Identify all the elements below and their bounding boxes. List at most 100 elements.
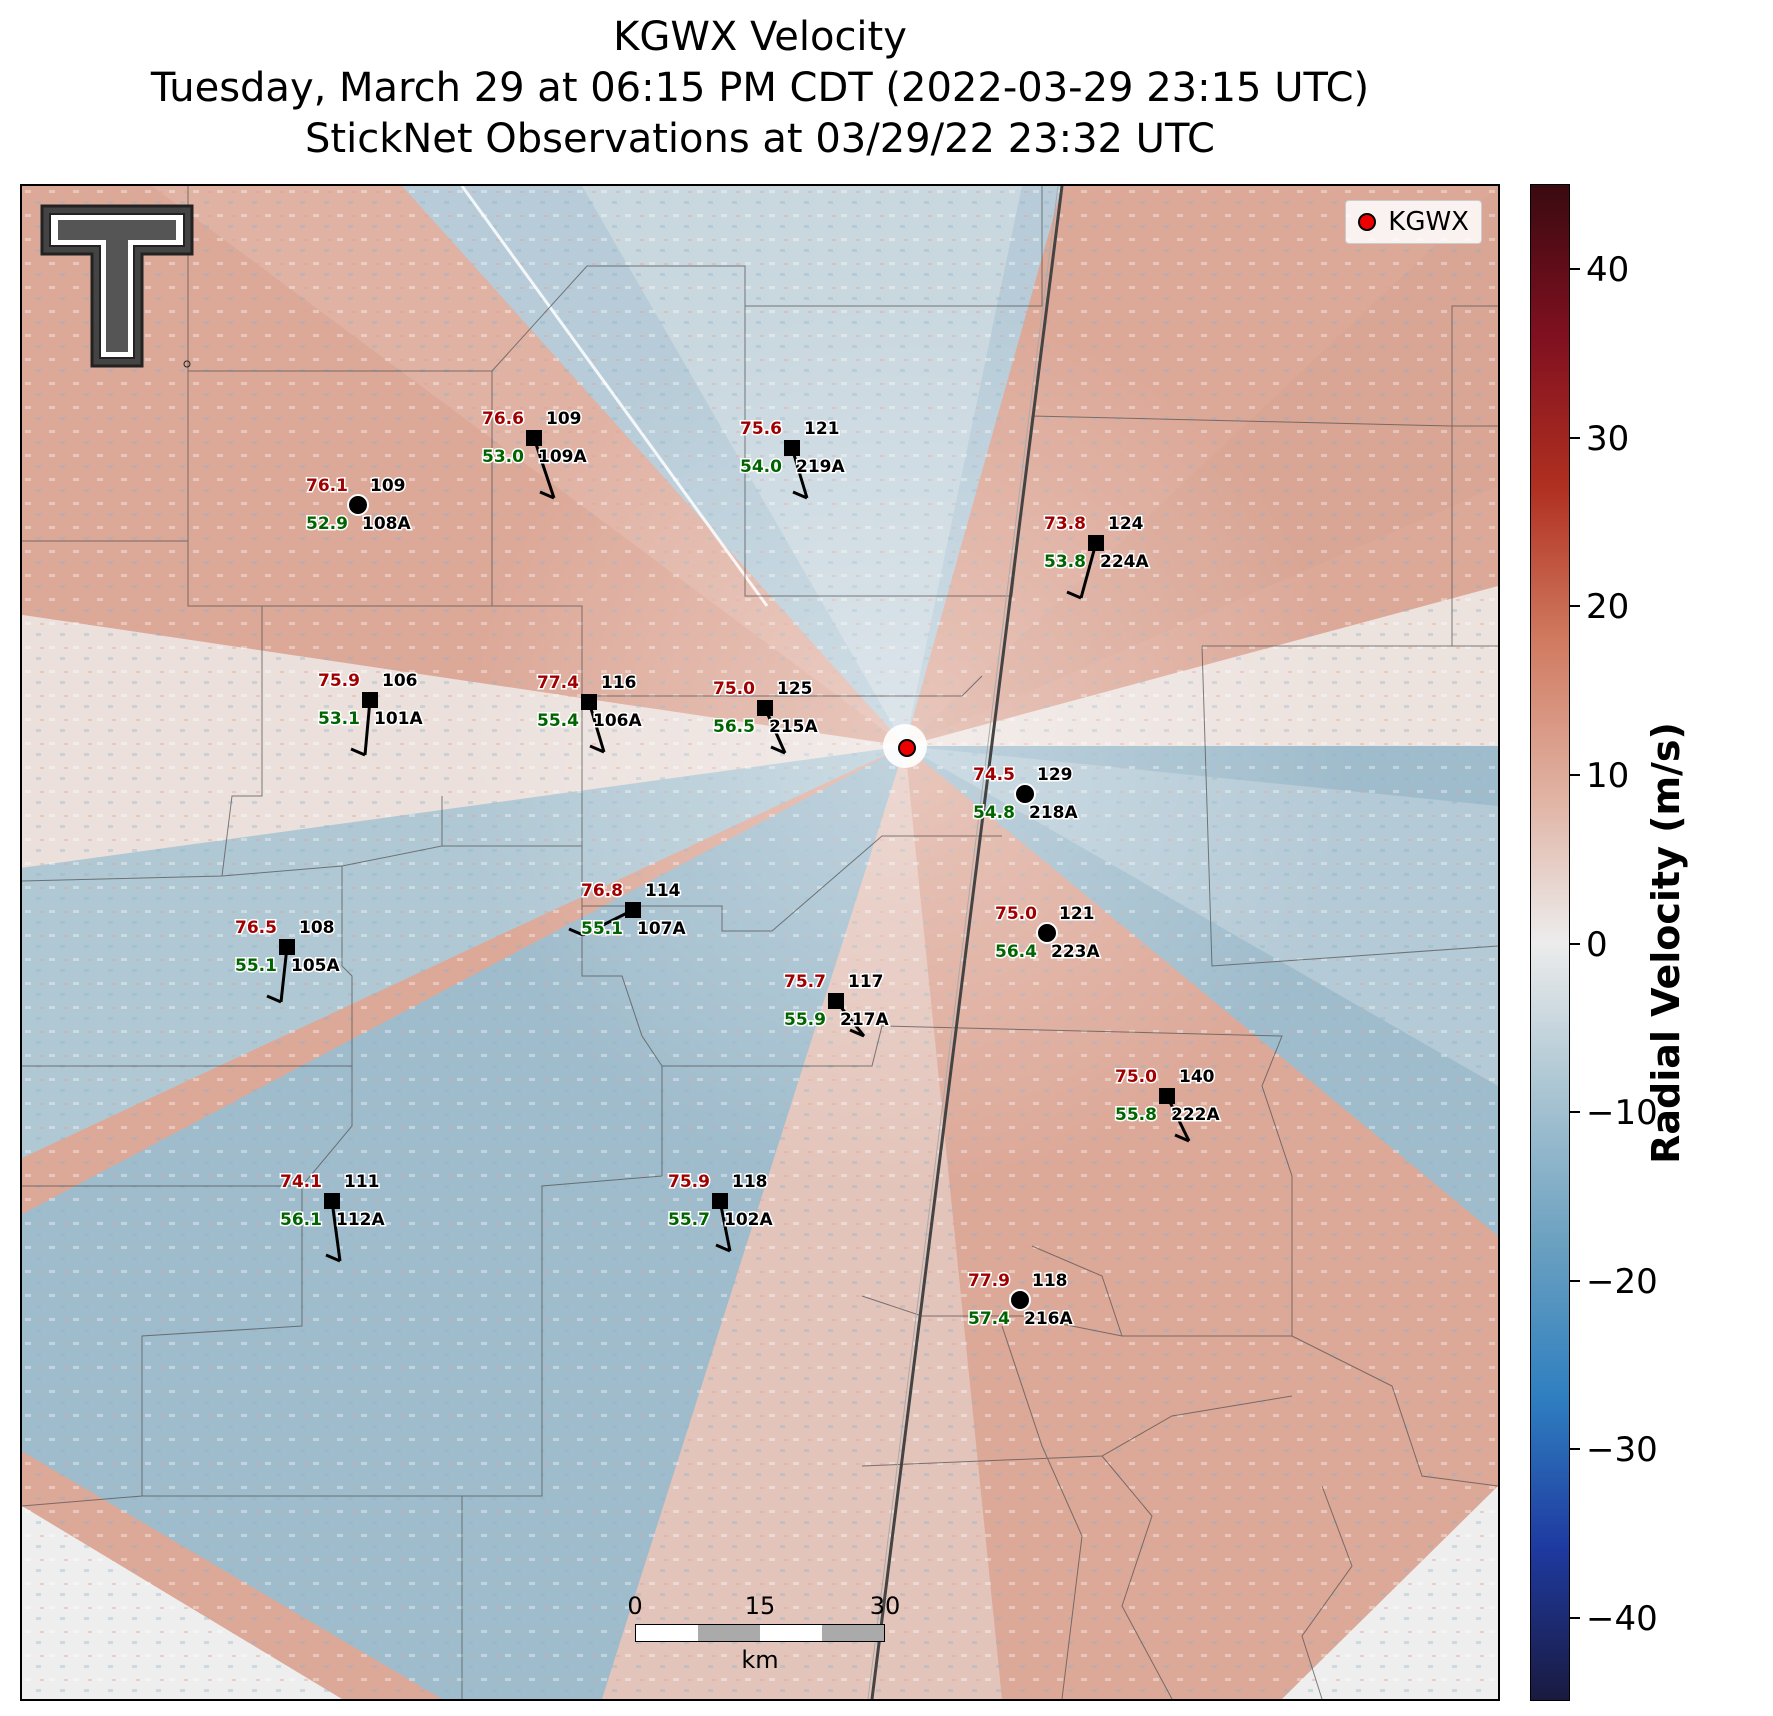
station-dewpoint: 52.9 xyxy=(306,514,348,534)
station-dewpoint: 57.4 xyxy=(968,1309,1010,1329)
colorbar-tick-label: 30 xyxy=(1586,418,1630,459)
wind-barb-flag xyxy=(1066,590,1082,600)
station-temperature: 75.9 xyxy=(318,671,360,691)
station-temperature: 74.1 xyxy=(280,1172,322,1192)
colorbar-tick-label: −40 xyxy=(1586,1598,1658,1639)
station-id: 215A xyxy=(769,717,818,737)
station-value: 106 xyxy=(382,671,418,691)
wind-barb-shaft xyxy=(790,447,809,499)
radar-site-marker[interactable] xyxy=(898,739,916,757)
colorbar-tick-label: 40 xyxy=(1586,250,1630,291)
colorbar-tick-label: 0 xyxy=(1586,924,1608,965)
station-value: 121 xyxy=(1059,904,1095,924)
scale-label-15: 15 xyxy=(744,1592,776,1620)
station-temperature: 77.9 xyxy=(968,1271,1010,1291)
station-temperature: 75.0 xyxy=(1115,1067,1157,1087)
wind-barb-flag xyxy=(1174,1133,1190,1143)
wind-barb-flag xyxy=(266,994,282,1004)
station-temperature: 75.0 xyxy=(713,679,755,699)
station-dewpoint: 56.4 xyxy=(995,942,1037,962)
station-223A[interactable]: 75.0 121 56.4 223A xyxy=(994,903,1102,964)
colorbar-tick-label: −30 xyxy=(1586,1430,1658,1471)
station-dewpoint: 54.0 xyxy=(740,457,782,477)
station-108A[interactable]: 76.1 109 52.9 108A xyxy=(305,475,413,536)
radar-map[interactable]: 76.6 109 53.0 109A 75.6 121 54.0 219A 76.1 109 52.… xyxy=(20,184,1500,1701)
station-dewpoint: 53.0 xyxy=(482,447,524,467)
station-marker xyxy=(1036,922,1058,944)
station-105A[interactable]: 76.5 108 55.1 105A xyxy=(234,917,342,1004)
station-temperature: 76.1 xyxy=(306,476,348,496)
colorbar-tick-label: −10 xyxy=(1586,1093,1658,1134)
station-106A[interactable]: 77.4 116 55.4 106A xyxy=(536,672,644,754)
station-216A[interactable]: 77.9 118 57.4 216A xyxy=(967,1270,1075,1331)
station-value: 118 xyxy=(732,1172,768,1192)
colorbar-tick-label: 20 xyxy=(1586,587,1630,628)
colorbar-tick-mark xyxy=(1570,605,1580,608)
station-id: 101A xyxy=(374,709,423,729)
station-temperature: 76.8 xyxy=(581,881,623,901)
university-logo xyxy=(40,204,194,368)
station-id: 219A xyxy=(796,457,845,477)
station-marker xyxy=(712,1193,728,1209)
station-107A[interactable]: 76.8 114 55.1 107A xyxy=(568,880,688,941)
station-dewpoint: 56.5 xyxy=(713,717,755,737)
scale-label-30: 30 xyxy=(869,1592,901,1620)
station-id: 218A xyxy=(1029,803,1078,823)
legend-label: KGWX xyxy=(1388,207,1469,237)
station-id: 102A xyxy=(724,1210,773,1230)
wind-barb-flag xyxy=(770,745,786,755)
station-215A[interactable]: 75.0 125 56.5 215A xyxy=(712,678,820,755)
wind-barb-shaft xyxy=(363,699,372,756)
wind-barb-flag xyxy=(350,747,366,757)
station-marker xyxy=(362,692,378,708)
station-temperature: 73.8 xyxy=(1044,514,1086,534)
station-temperature: 75.7 xyxy=(784,972,826,992)
wind-barb-flag xyxy=(325,1253,341,1263)
station-id: 223A xyxy=(1051,942,1100,962)
station-id: 112A xyxy=(336,1210,385,1230)
wind-barb-shaft xyxy=(718,1200,732,1252)
station-marker xyxy=(828,993,844,1009)
radar-marker-icon xyxy=(1358,213,1377,231)
wind-barb-shaft xyxy=(1079,542,1098,599)
radar-velocity-field: 76.6 109 53.0 109A 75.6 121 54.0 219A 76.1 109 52.… xyxy=(22,186,1498,1699)
station-marker xyxy=(279,939,295,955)
colorbar-tick-mark xyxy=(1570,1279,1580,1282)
station-112A[interactable]: 74.1 111 56.1 112A xyxy=(279,1171,387,1263)
station-222A[interactable]: 75.0 140 55.8 222A xyxy=(1114,1066,1222,1143)
colorbar-tick-mark xyxy=(1570,1448,1580,1451)
station-224A[interactable]: 73.8 124 53.8 224A xyxy=(1043,513,1151,600)
station-dewpoint: 55.1 xyxy=(581,919,623,939)
map-legend: KGWX xyxy=(1345,200,1482,244)
colorbar-tick-mark xyxy=(1570,1111,1580,1114)
station-101A[interactable]: 75.9 106 53.1 101A xyxy=(317,670,425,757)
station-temperature: 76.6 xyxy=(482,409,524,429)
station-value: 111 xyxy=(344,1172,380,1192)
station-id: 217A xyxy=(840,1010,889,1030)
station-marker xyxy=(1088,535,1104,551)
station-dewpoint: 55.7 xyxy=(668,1210,710,1230)
station-219A[interactable]: 75.6 121 54.0 219A xyxy=(739,418,847,500)
scale-bar xyxy=(635,1624,885,1642)
station-temperature: 76.5 xyxy=(235,918,277,938)
station-id: 105A xyxy=(291,956,340,976)
station-value: 140 xyxy=(1179,1067,1215,1087)
station-dewpoint: 55.1 xyxy=(235,956,277,976)
wind-barb-flag xyxy=(849,1028,865,1038)
colorbar-tick-mark xyxy=(1570,1616,1580,1619)
station-id: 224A xyxy=(1100,552,1149,572)
station-109A[interactable]: 76.6 109 53.0 109A xyxy=(481,408,589,500)
station-id: 216A xyxy=(1024,1309,1073,1329)
station-217A[interactable]: 75.7 117 55.9 217A xyxy=(783,971,891,1038)
wind-barb-flag xyxy=(792,490,808,500)
station-id: 108A xyxy=(362,514,411,534)
wind-barb-flag xyxy=(715,1243,731,1253)
colorbar-label: Radial Velocity (m/s) xyxy=(1644,722,1688,1164)
station-marker xyxy=(784,440,800,456)
station-218A[interactable]: 74.5 129 54.8 218A xyxy=(972,764,1080,825)
station-marker xyxy=(757,700,773,716)
station-value: 121 xyxy=(804,419,840,439)
station-102A[interactable]: 75.9 118 55.7 102A xyxy=(667,1171,775,1253)
colorbar xyxy=(1530,184,1570,1701)
station-value: 108 xyxy=(299,918,335,938)
